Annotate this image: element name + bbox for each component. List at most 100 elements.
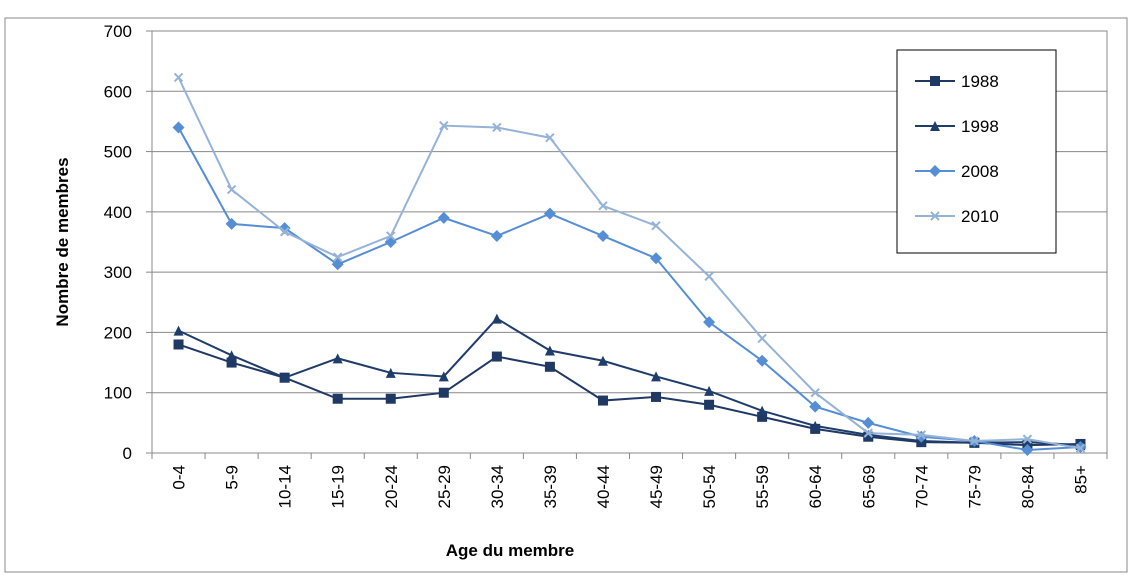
legend-label: 1998 <box>961 117 999 136</box>
x-tick-label: 80-84 <box>1018 465 1037 508</box>
marker <box>279 227 290 237</box>
marker <box>1021 443 1034 456</box>
marker <box>173 339 184 350</box>
marker <box>810 388 820 398</box>
marker <box>225 217 238 230</box>
legend-label: 1988 <box>961 72 999 91</box>
marker <box>438 371 449 382</box>
marker <box>863 429 874 440</box>
marker <box>704 271 714 282</box>
x-tick-label: 5-9 <box>223 465 242 490</box>
marker <box>385 393 396 404</box>
y-tick-label: 300 <box>104 263 132 282</box>
x-axis-label: Age du membre <box>446 541 574 560</box>
marker <box>650 252 663 265</box>
marker <box>1022 434 1033 444</box>
marker <box>930 121 940 131</box>
marker <box>916 430 927 440</box>
line <box>177 76 1081 450</box>
marker <box>598 201 608 211</box>
marker <box>930 211 940 221</box>
marker <box>1022 437 1033 448</box>
y-tick-label: 400 <box>104 203 132 222</box>
marker <box>544 361 555 372</box>
marker <box>757 333 767 344</box>
marker <box>757 411 768 422</box>
marker <box>226 350 237 361</box>
marker <box>651 371 662 382</box>
x-tick-label: 25-29 <box>435 465 454 508</box>
x-tick-label: 75-79 <box>965 465 984 508</box>
marker <box>172 121 185 134</box>
series <box>173 72 1086 453</box>
line <box>177 126 1081 451</box>
marker <box>226 357 237 368</box>
marker <box>757 405 768 416</box>
x-tick-label: 10-14 <box>276 465 295 508</box>
marker <box>651 391 662 402</box>
x-tick-label: 85+ <box>1071 465 1090 494</box>
marker <box>809 400 822 413</box>
marker <box>173 72 184 83</box>
x-tick-label: 20-24 <box>382 465 401 508</box>
marker <box>930 76 940 86</box>
x-tick-label: 35-39 <box>541 465 560 508</box>
marker <box>332 353 343 364</box>
marker <box>597 355 608 366</box>
marker <box>863 428 873 438</box>
x-tick-label: 70-74 <box>912 465 931 508</box>
marker <box>929 165 941 177</box>
y-axis-label: Nombre de membres <box>53 157 72 326</box>
marker <box>278 222 291 235</box>
marker <box>596 229 609 242</box>
marker <box>490 229 503 242</box>
marker <box>332 252 343 262</box>
x-tick-label: 0-4 <box>170 465 189 490</box>
line <box>178 317 1081 447</box>
marker <box>862 416 875 429</box>
marker <box>597 395 608 406</box>
marker <box>385 367 396 378</box>
x-tick-label: 55-59 <box>753 465 772 508</box>
marker <box>1075 443 1086 453</box>
marker <box>332 393 343 404</box>
series <box>172 121 1087 456</box>
y-tick-label: 100 <box>104 384 132 403</box>
marker <box>491 351 502 362</box>
marker <box>279 372 290 383</box>
marker <box>543 207 556 220</box>
line <box>178 343 1081 447</box>
marker <box>226 184 237 195</box>
legend-label: 2008 <box>961 162 999 181</box>
x-tick-label: 50-54 <box>700 465 719 508</box>
marker <box>173 325 184 336</box>
marker <box>969 436 980 446</box>
marker <box>491 313 502 324</box>
marker <box>545 132 555 143</box>
marker <box>386 231 396 241</box>
series <box>173 313 1086 451</box>
x-tick-label: 60-64 <box>806 465 825 508</box>
x-tick-label: 40-44 <box>594 465 613 508</box>
marker <box>651 221 661 231</box>
marker <box>704 399 715 410</box>
marker <box>810 420 821 431</box>
marker <box>438 387 449 398</box>
marker <box>704 385 715 396</box>
y-tick-label: 700 <box>104 22 132 41</box>
y-tick-label: 0 <box>123 444 132 463</box>
y-tick-label: 600 <box>104 82 132 101</box>
x-tick-label: 65-69 <box>859 465 878 508</box>
legend <box>896 49 1057 254</box>
marker <box>437 211 450 224</box>
marker <box>439 120 449 131</box>
legend-label: 2010 <box>961 207 999 226</box>
marker <box>915 430 928 443</box>
x-tick-label: 30-34 <box>488 465 507 508</box>
marker <box>703 316 716 329</box>
x-tick-label: 15-19 <box>329 465 348 508</box>
x-tick-label: 45-49 <box>647 465 666 508</box>
marker <box>544 345 555 356</box>
y-tick-label: 200 <box>104 323 132 342</box>
